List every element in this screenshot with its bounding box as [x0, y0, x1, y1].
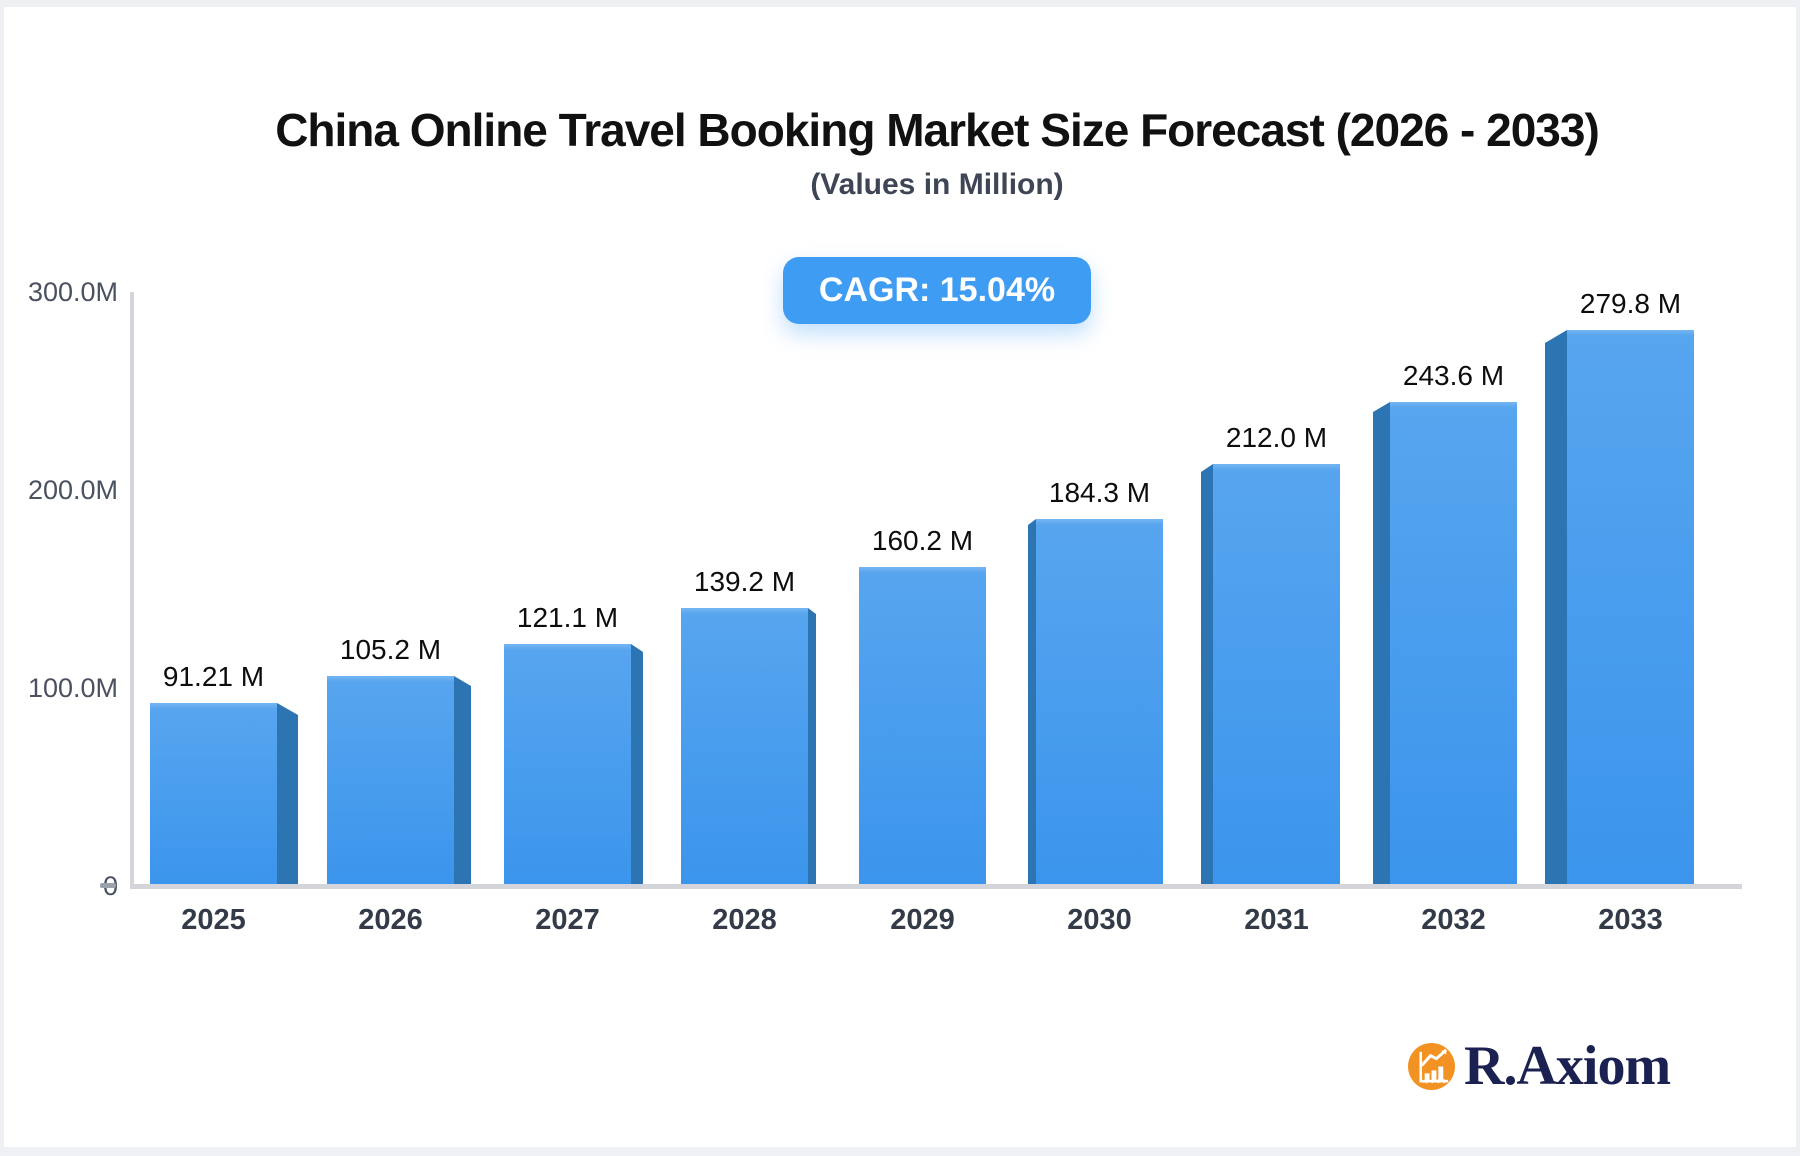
x-axis-line	[130, 884, 1742, 889]
bar-value-label: 279.8 M	[1579, 288, 1682, 319]
bar-side-face-2032	[1373, 402, 1390, 884]
bar-side-face-2031	[1201, 464, 1213, 884]
bar-side-face-2033	[1545, 330, 1567, 884]
bar-value-label: 91.21 M	[162, 661, 265, 692]
bar-side-face-2028	[808, 608, 816, 884]
x-axis-label: 2031	[1244, 904, 1309, 936]
bar-face-2030	[1036, 519, 1163, 884]
bar-side-face-2025	[277, 703, 298, 884]
bar-face-2025	[150, 703, 277, 884]
bar-side-face-2026	[454, 676, 471, 884]
bar-value-label: 243.6 M	[1402, 360, 1505, 391]
chart-header: China Online Travel Booking Market Size …	[132, 103, 1742, 324]
bar-value-label: 105.2 M	[339, 634, 442, 665]
y-axis-tick-label: 300.0M	[27, 277, 118, 307]
bar-side-face-2030	[1028, 519, 1036, 884]
x-axis-label: 2028	[712, 904, 777, 936]
x-axis-label: 2027	[535, 904, 600, 936]
bar-chart-icon	[1408, 1042, 1455, 1090]
y-axis-zero-tick	[100, 883, 116, 888]
y-axis-line	[130, 292, 134, 884]
badge-row: CAGR: 15.04%	[132, 257, 1742, 324]
bar-value-label: 184.3 M	[1048, 477, 1151, 508]
bar-face-2026	[327, 676, 454, 884]
x-axis-label: 2030	[1067, 904, 1132, 936]
bar-face-2031	[1213, 464, 1340, 884]
bar-value-label: 212.0 M	[1225, 422, 1328, 453]
y-axis-tick-label: 100.0M	[27, 673, 118, 703]
bar-value-label: 121.1 M	[516, 602, 619, 633]
cagr-badge: CAGR: 15.04%	[782, 257, 1092, 324]
x-axis-label: 2026	[358, 904, 423, 936]
bar-side-face-2027	[631, 644, 643, 884]
bar-value-label: 139.2 M	[693, 566, 796, 597]
x-axis-label: 2032	[1421, 904, 1486, 936]
bar-face-2032	[1390, 402, 1517, 884]
bar-face-2029	[859, 567, 986, 884]
bar-value-label: 160.2 M	[871, 525, 974, 556]
y-axis-tick-label: 200.0M	[27, 475, 118, 505]
x-axis-label: 2029	[890, 904, 955, 936]
brand-logo: R.Axiom	[1408, 1035, 1671, 1097]
x-axis-label: 2025	[181, 904, 246, 936]
x-axis-label: 2033	[1598, 904, 1663, 936]
bar-face-2033	[1567, 330, 1694, 884]
bar-face-2028	[681, 608, 808, 884]
bar-face-2027	[504, 644, 631, 884]
brand-logo-text: R.Axiom	[1464, 1035, 1671, 1097]
chart-title: China Online Travel Booking Market Size …	[275, 104, 1600, 156]
chart-subtitle: (Values in Million)	[810, 168, 1064, 201]
